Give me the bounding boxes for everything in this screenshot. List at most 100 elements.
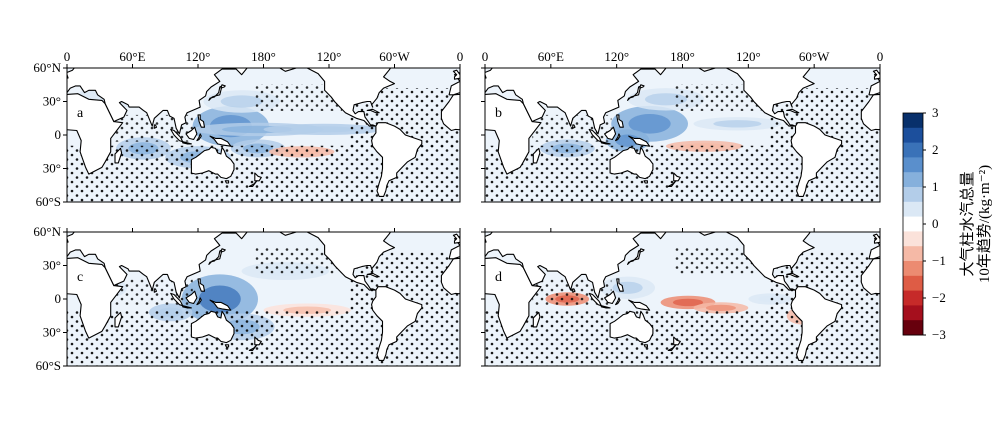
continent-newGuinea [209,135,232,147]
continent-sulawesi [615,297,621,306]
continent-newGuinea [209,299,232,311]
continent-java [182,305,192,309]
continent-java [600,305,611,309]
trend-blob-core [198,285,241,313]
continent-japanNorth [220,248,226,253]
y-tick-label: 0 [55,291,62,306]
continent-australia [190,310,235,344]
continent-japanNorth [639,84,645,89]
continent-borneo [185,290,198,305]
continent-philippines [616,278,624,292]
y-tick-label: 30° [43,325,61,340]
continent-sulawesi [196,297,202,306]
continent-newZealandS [667,180,677,187]
trend-blob-core [615,134,640,147]
colorbar-tick-label: 2 [932,142,939,157]
trend-blob-core [628,114,671,134]
continent-japanNorth [220,84,226,89]
colorbar-swatch [903,172,923,188]
y-tick-label: 30° [43,94,61,109]
continent-borneo [604,290,617,305]
x-tick-label: 60°W [379,49,410,64]
continent-eurasia [485,232,880,299]
continent-sriLanka [153,288,158,293]
continent-iceland [436,225,445,227]
colorbar-swatch [903,201,923,218]
x-tick-label: 120° [736,49,761,64]
continent-iceland [436,61,445,63]
x-tick-label: 0 [457,49,464,64]
continent-philippines [197,114,206,128]
continent-northAmerica [279,68,396,127]
colorbar-swatch [903,142,923,158]
continent-uk [485,233,880,244]
x-tick-label: 0 [877,49,884,64]
x-tick-label: 120° [186,49,211,64]
x-tick-label: 120° [604,49,629,64]
continent-australia [190,146,235,180]
continent-northAmerica [698,68,815,127]
continent-newZealand [254,336,262,346]
map-panel-a: 0 60°E 120° 180° 120° 60°W 060°N30°030°60°Sa [33,49,464,209]
y-tick-label: 30° [43,258,61,273]
continent-northAmerica [698,232,815,291]
colorbar-tick-label: 3 [932,105,939,120]
colorbar-tick-label: 1 [932,179,939,194]
colorbar-tick-label: 0 [932,216,939,231]
colorbar: 3 2 1 0 −1 −2 −3 大气柱水汽总量 10年趋势/(kg·m⁻²) [902,105,993,342]
continent-eurasia [67,68,460,135]
continent-uk [67,69,460,80]
colorbar-tick-label: −1 [932,253,946,268]
continent-greenland [393,232,412,233]
continent-northAmerica [279,232,396,291]
x-tick-label: 120° [317,49,342,64]
colorbar-tick-label: −2 [932,290,946,305]
continent-sriLanka [572,288,576,293]
continent-cuba [786,272,800,278]
colorbar-swatch [903,216,923,232]
continent-newZealandS [248,344,258,351]
continent-tasmania [643,344,648,348]
y-tick-label: 60°S [36,358,61,373]
continent-southAmerica [371,286,423,361]
panel-label: c [77,270,83,285]
continent-africa [67,257,460,339]
continent-iceland [856,61,865,63]
continent-tasmania [643,180,648,184]
y-tick-label: 0 [55,127,62,142]
x-tick-label: 180° [670,49,695,64]
continent-africa [485,93,880,175]
continent-africa [67,93,460,175]
continent-tasmania [224,344,230,348]
continent-java [600,141,611,145]
x-tick-label: 60°E [538,49,564,64]
continent-madagascar [114,147,123,164]
trend-blob-core [672,298,704,307]
continent-java [182,141,192,145]
trend-blob-core [705,304,737,311]
continent-cuba [366,272,380,278]
x-tick-label: 180° [251,49,276,64]
continent-sriLanka [153,124,158,129]
colorbar-tick-label: −3 [932,327,946,342]
continent-philippines [616,114,624,128]
colorbar-swatch [903,231,923,247]
trend-blob-core [220,95,263,108]
continent-iceland [856,225,865,227]
continent-sriLanka [572,124,576,129]
colorbar-swatch [903,113,923,129]
x-tick-label: 60°W [799,49,830,64]
colorbar-swatch [903,261,923,277]
colorbar-swatch [903,320,923,336]
continent-madagascar [532,147,541,164]
map-panel-d: d [481,225,881,367]
continent-cuba [366,108,380,114]
continent-greenland [813,232,832,233]
continent-eurasia [67,232,460,299]
continent-madagascar [532,311,541,328]
panel-label: a [77,106,84,121]
x-tick-label: 0 [64,49,71,64]
map-panel-c: 60°N 30° 0 30° 60°S c [33,224,461,373]
y-tick-label: 60°S [36,194,61,209]
